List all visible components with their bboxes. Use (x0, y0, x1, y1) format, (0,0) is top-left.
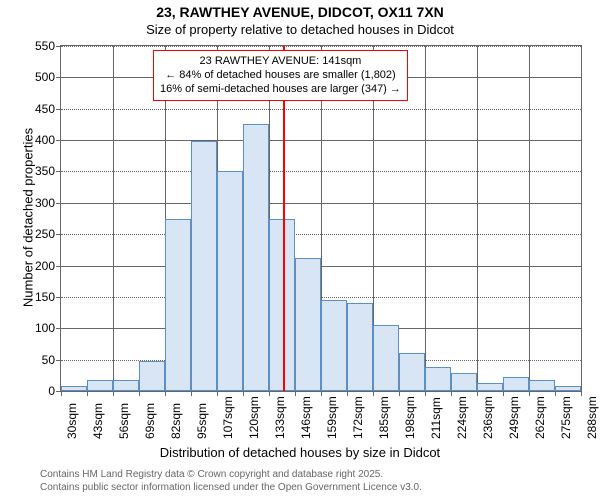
chart-subtitle: Size of property relative to detached ho… (0, 22, 600, 37)
x-tick-label: 172sqm (351, 396, 365, 439)
y-axis-label: Number of detached properties (21, 118, 36, 318)
gridline-vertical (581, 46, 582, 391)
histogram-bar (347, 303, 373, 391)
x-tick-label: 185sqm (377, 396, 391, 439)
histogram-bar (477, 383, 503, 391)
x-tick-label: 56sqm (117, 403, 131, 439)
x-tick-label: 95sqm (195, 403, 209, 439)
gridline-vertical (529, 46, 530, 391)
x-tick-label: 43sqm (91, 403, 105, 439)
x-tick-label: 211sqm (429, 397, 443, 439)
histogram-bar (373, 325, 399, 391)
annotation-line-1: 23 RAWTHEY AVENUE: 141sqm (160, 55, 401, 69)
annotation-line-3: 16% of semi-detached houses are larger (… (160, 83, 401, 97)
x-tick-label: 249sqm (507, 396, 521, 439)
x-tick-label: 146sqm (299, 396, 313, 439)
x-tick-label: 30sqm (65, 403, 79, 439)
histogram-bar (87, 380, 113, 391)
attribution: Contains HM Land Registry data © Crown c… (40, 468, 422, 494)
x-tick-label: 198sqm (403, 396, 417, 439)
x-tick-label: 69sqm (143, 403, 157, 439)
histogram-bar (321, 300, 347, 391)
histogram-bar (555, 386, 581, 391)
histogram-bar (529, 380, 555, 391)
x-tick-label: 275sqm (559, 396, 573, 439)
histogram-bar (399, 353, 425, 391)
plot-area: 05010015020025030035040045050055030sqm43… (60, 45, 582, 392)
gridline-vertical (425, 46, 426, 391)
histogram-bar (165, 219, 191, 392)
histogram-bar (139, 361, 165, 391)
gridline-vertical (113, 46, 114, 391)
x-tick-label: 224sqm (455, 396, 469, 439)
attribution-line-2: Contains public sector information licen… (40, 481, 422, 494)
x-tick-label: 82sqm (169, 403, 183, 439)
histogram-bar (451, 373, 477, 391)
histogram-bar (113, 380, 139, 391)
annotation-box: 23 RAWTHEY AVENUE: 141sqm← 84% of detach… (153, 50, 408, 101)
histogram-bar (61, 386, 87, 391)
x-tick-label: 107sqm (221, 396, 235, 439)
attribution-line-1: Contains HM Land Registry data © Crown c… (40, 468, 422, 481)
histogram-bar (425, 367, 451, 391)
histogram-bar (295, 258, 321, 391)
x-tick-label: 120sqm (247, 396, 261, 439)
x-tick-label: 159sqm (325, 396, 339, 439)
x-tick-label: 262sqm (533, 396, 547, 439)
gridline-vertical (477, 46, 478, 391)
histogram-bar (503, 377, 529, 391)
x-tick-label: 236sqm (481, 396, 495, 439)
histogram-bar (217, 171, 243, 391)
histogram-bar (243, 124, 269, 391)
chart-title: 23, RAWTHEY AVENUE, DIDCOT, OX11 7XN (0, 4, 600, 20)
histogram-bar (269, 219, 295, 392)
chart-container: 23, RAWTHEY AVENUE, DIDCOT, OX11 7XN Siz… (0, 0, 600, 500)
annotation-line-2: ← 84% of detached houses are smaller (1,… (160, 69, 401, 83)
x-tick-label: 288sqm (585, 396, 599, 439)
x-tick-label: 133sqm (273, 396, 287, 439)
histogram-bar (191, 141, 217, 391)
x-axis-label: Distribution of detached houses by size … (0, 445, 600, 460)
